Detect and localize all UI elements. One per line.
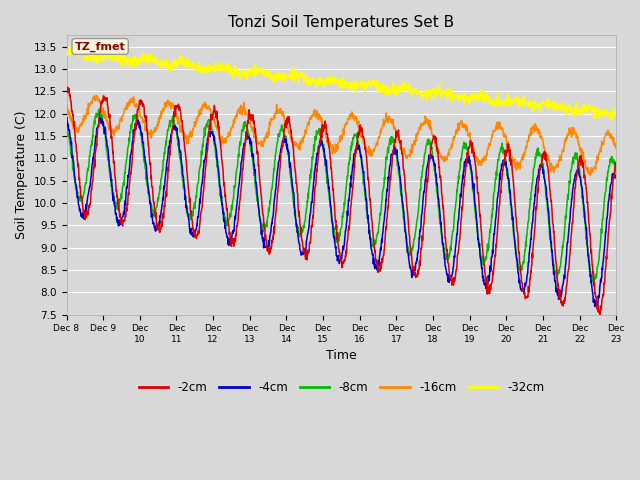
Text: TZ_fmet: TZ_fmet [75, 41, 125, 51]
X-axis label: Time: Time [326, 349, 356, 362]
Y-axis label: Soil Temperature (C): Soil Temperature (C) [15, 111, 28, 240]
Legend: -2cm, -4cm, -8cm, -16cm, -32cm: -2cm, -4cm, -8cm, -16cm, -32cm [134, 376, 549, 399]
Title: Tonzi Soil Temperatures Set B: Tonzi Soil Temperatures Set B [228, 15, 454, 30]
